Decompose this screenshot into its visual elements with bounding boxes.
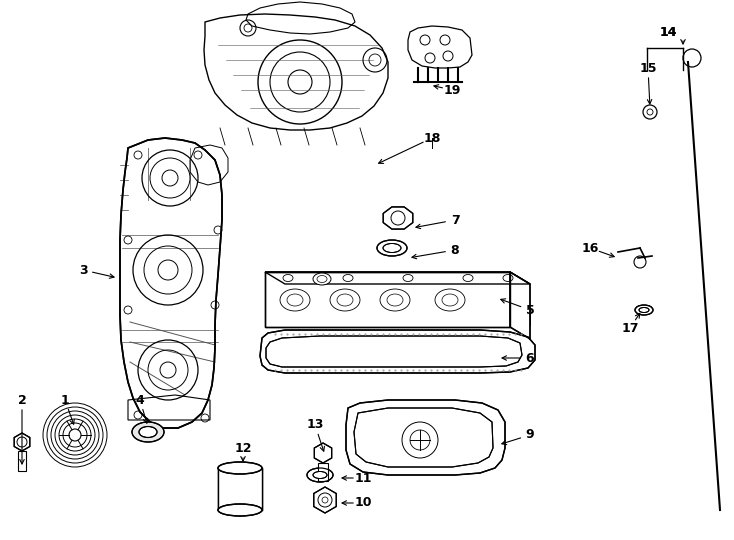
Ellipse shape <box>307 468 333 482</box>
Text: 13: 13 <box>306 418 324 431</box>
Text: 1: 1 <box>61 394 70 407</box>
Ellipse shape <box>280 289 310 311</box>
Text: 9: 9 <box>526 429 534 442</box>
Polygon shape <box>313 487 336 513</box>
Ellipse shape <box>218 504 262 516</box>
Text: 16: 16 <box>581 241 599 254</box>
Text: 15: 15 <box>639 62 657 75</box>
Circle shape <box>69 429 81 441</box>
Text: 3: 3 <box>79 264 87 276</box>
Polygon shape <box>510 272 530 339</box>
Ellipse shape <box>380 289 410 311</box>
Ellipse shape <box>313 471 327 478</box>
Bar <box>18 451 26 471</box>
Polygon shape <box>346 400 505 475</box>
Polygon shape <box>265 272 510 327</box>
Ellipse shape <box>139 427 157 437</box>
Ellipse shape <box>218 462 262 474</box>
Text: 4: 4 <box>136 394 145 407</box>
Text: 12: 12 <box>234 442 252 455</box>
Ellipse shape <box>377 240 407 256</box>
Text: 6: 6 <box>526 352 534 365</box>
Polygon shape <box>120 138 222 428</box>
Polygon shape <box>383 207 413 229</box>
Ellipse shape <box>635 305 653 315</box>
Bar <box>218 468 262 510</box>
Polygon shape <box>314 443 332 463</box>
Ellipse shape <box>383 244 401 253</box>
Text: 17: 17 <box>621 321 639 334</box>
Polygon shape <box>14 433 30 451</box>
Text: 19: 19 <box>443 84 461 97</box>
Text: 5: 5 <box>526 303 534 316</box>
Text: 14: 14 <box>659 25 677 38</box>
Text: 14: 14 <box>659 25 677 38</box>
Polygon shape <box>266 336 522 367</box>
Bar <box>318 463 328 481</box>
Ellipse shape <box>132 422 164 442</box>
Polygon shape <box>354 408 493 467</box>
Text: 2: 2 <box>18 394 26 407</box>
Text: 10: 10 <box>355 496 371 510</box>
Ellipse shape <box>639 307 649 313</box>
Text: 18: 18 <box>424 132 440 145</box>
Text: 8: 8 <box>451 244 459 256</box>
Text: 7: 7 <box>451 213 459 226</box>
Ellipse shape <box>313 273 331 285</box>
Text: 11: 11 <box>355 471 371 484</box>
Ellipse shape <box>435 289 465 311</box>
Polygon shape <box>260 330 535 373</box>
Ellipse shape <box>330 289 360 311</box>
Polygon shape <box>265 272 530 284</box>
